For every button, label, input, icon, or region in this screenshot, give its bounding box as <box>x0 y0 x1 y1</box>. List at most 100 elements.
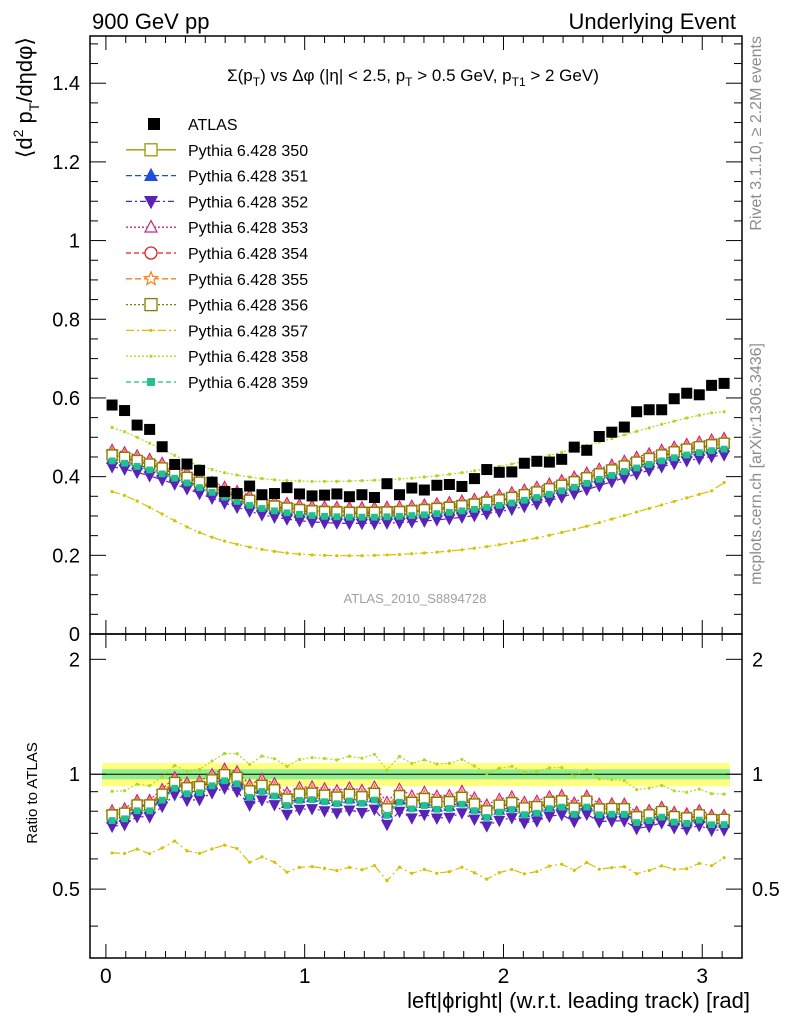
atlas-data-point <box>581 444 593 456</box>
ratio-point <box>493 799 505 811</box>
data-point <box>445 509 453 516</box>
data-point <box>258 505 266 512</box>
ratio-point <box>272 757 277 761</box>
ratio-point <box>420 802 428 809</box>
ratio-tick-label-left: 1 <box>69 764 80 786</box>
x-tick-label: 2 <box>498 965 510 988</box>
legend-label: Pythia 6.428 353 <box>188 220 308 237</box>
data-point <box>422 475 426 479</box>
ratio-point <box>173 839 177 843</box>
ratio-point <box>620 810 628 818</box>
data-point <box>385 553 389 557</box>
atlas-data-point <box>443 479 455 490</box>
ratio-point <box>435 871 439 875</box>
ratio-point <box>697 787 701 791</box>
ratio-point <box>633 819 641 826</box>
data-point <box>360 478 364 483</box>
data-point <box>685 416 689 420</box>
atlas-data-point <box>418 484 430 496</box>
ratio-line-357 <box>112 840 725 882</box>
plot-title-sub-1: T <box>253 75 261 89</box>
ratio-point <box>283 802 291 809</box>
y-axis-label: ⟨d2 pT/dηdφ⟩ <box>10 37 42 158</box>
plot-title-sub-2: T <box>405 75 413 89</box>
data-point <box>635 510 639 514</box>
data-point <box>197 530 202 535</box>
ratio-point <box>322 756 327 761</box>
ratio-point <box>293 804 306 817</box>
atlas-data-point <box>568 441 580 453</box>
data-point <box>460 471 464 475</box>
data-point <box>585 524 589 528</box>
atlas-data-point <box>319 489 331 501</box>
ratio-point <box>135 782 139 786</box>
data-point <box>297 552 302 556</box>
ratio-point <box>610 777 614 782</box>
ratio-point <box>460 757 464 762</box>
ratio-point <box>235 752 239 756</box>
data-point <box>595 475 603 483</box>
legend-marker <box>149 354 153 358</box>
data-point <box>347 479 352 483</box>
atlas-data-point <box>194 464 206 476</box>
data-point <box>620 468 628 475</box>
data-point <box>497 543 501 547</box>
ratio-point <box>371 796 378 804</box>
ratio-point <box>396 798 403 806</box>
ratio-point <box>222 751 227 756</box>
data-point <box>310 553 314 557</box>
data-point <box>285 551 289 555</box>
ratio-point <box>297 865 302 869</box>
ratio-tick-label-right: 2 <box>752 649 763 671</box>
data-point <box>533 494 541 501</box>
y-axis-label-sub: T <box>26 102 42 111</box>
ratio-point <box>468 814 481 827</box>
data-point <box>583 479 591 487</box>
ratio-series-352 <box>106 783 731 837</box>
data-point <box>358 513 366 521</box>
ratio-point <box>171 784 179 792</box>
ratio-point <box>135 847 139 851</box>
ratio-point <box>685 790 689 794</box>
data-point <box>148 441 152 445</box>
ratio-point <box>460 865 464 869</box>
data-point <box>173 519 177 523</box>
data-point <box>410 552 414 556</box>
ratio-point <box>110 789 114 793</box>
ratio-point <box>422 758 426 762</box>
data-point <box>697 492 701 496</box>
data-point <box>670 454 678 462</box>
data-point <box>483 503 491 511</box>
data-point <box>335 479 339 483</box>
legend-label: ATLAS <box>188 117 238 134</box>
data-point <box>608 472 616 479</box>
ratio-point <box>122 789 127 793</box>
ratio-point <box>458 800 466 808</box>
ratio-point <box>695 816 703 824</box>
y-axis-label-sup: 2 <box>10 129 26 137</box>
data-point <box>296 510 303 518</box>
data-point <box>422 551 426 555</box>
ratio-point <box>560 862 564 866</box>
y-tick-label: 0.8 <box>52 309 80 331</box>
data-point <box>110 489 114 494</box>
data-point <box>210 535 214 539</box>
ratio-point <box>445 805 453 812</box>
ratio-point <box>347 754 352 758</box>
legend-label: Pythia 6.428 355 <box>188 272 308 289</box>
plot-title-sub-3: T1 <box>512 75 526 89</box>
ratio-point <box>709 864 714 868</box>
ratio-point <box>297 757 302 762</box>
y-tick-label: 0.6 <box>52 388 80 410</box>
atlas-data-point <box>356 489 368 501</box>
atlas-data-point <box>631 406 643 418</box>
data-point <box>122 493 127 498</box>
ratio-series-358 <box>110 751 726 796</box>
ratio-point <box>258 788 266 795</box>
ratio-point <box>321 798 328 806</box>
ratio-point <box>368 804 381 816</box>
ratio-panel: 0 1 2 3 0.5 0.5 1 1 2 2 <box>52 633 780 988</box>
atlas-data-point <box>281 482 293 494</box>
ratio-point <box>372 863 377 868</box>
atlas-data-point <box>518 457 530 469</box>
